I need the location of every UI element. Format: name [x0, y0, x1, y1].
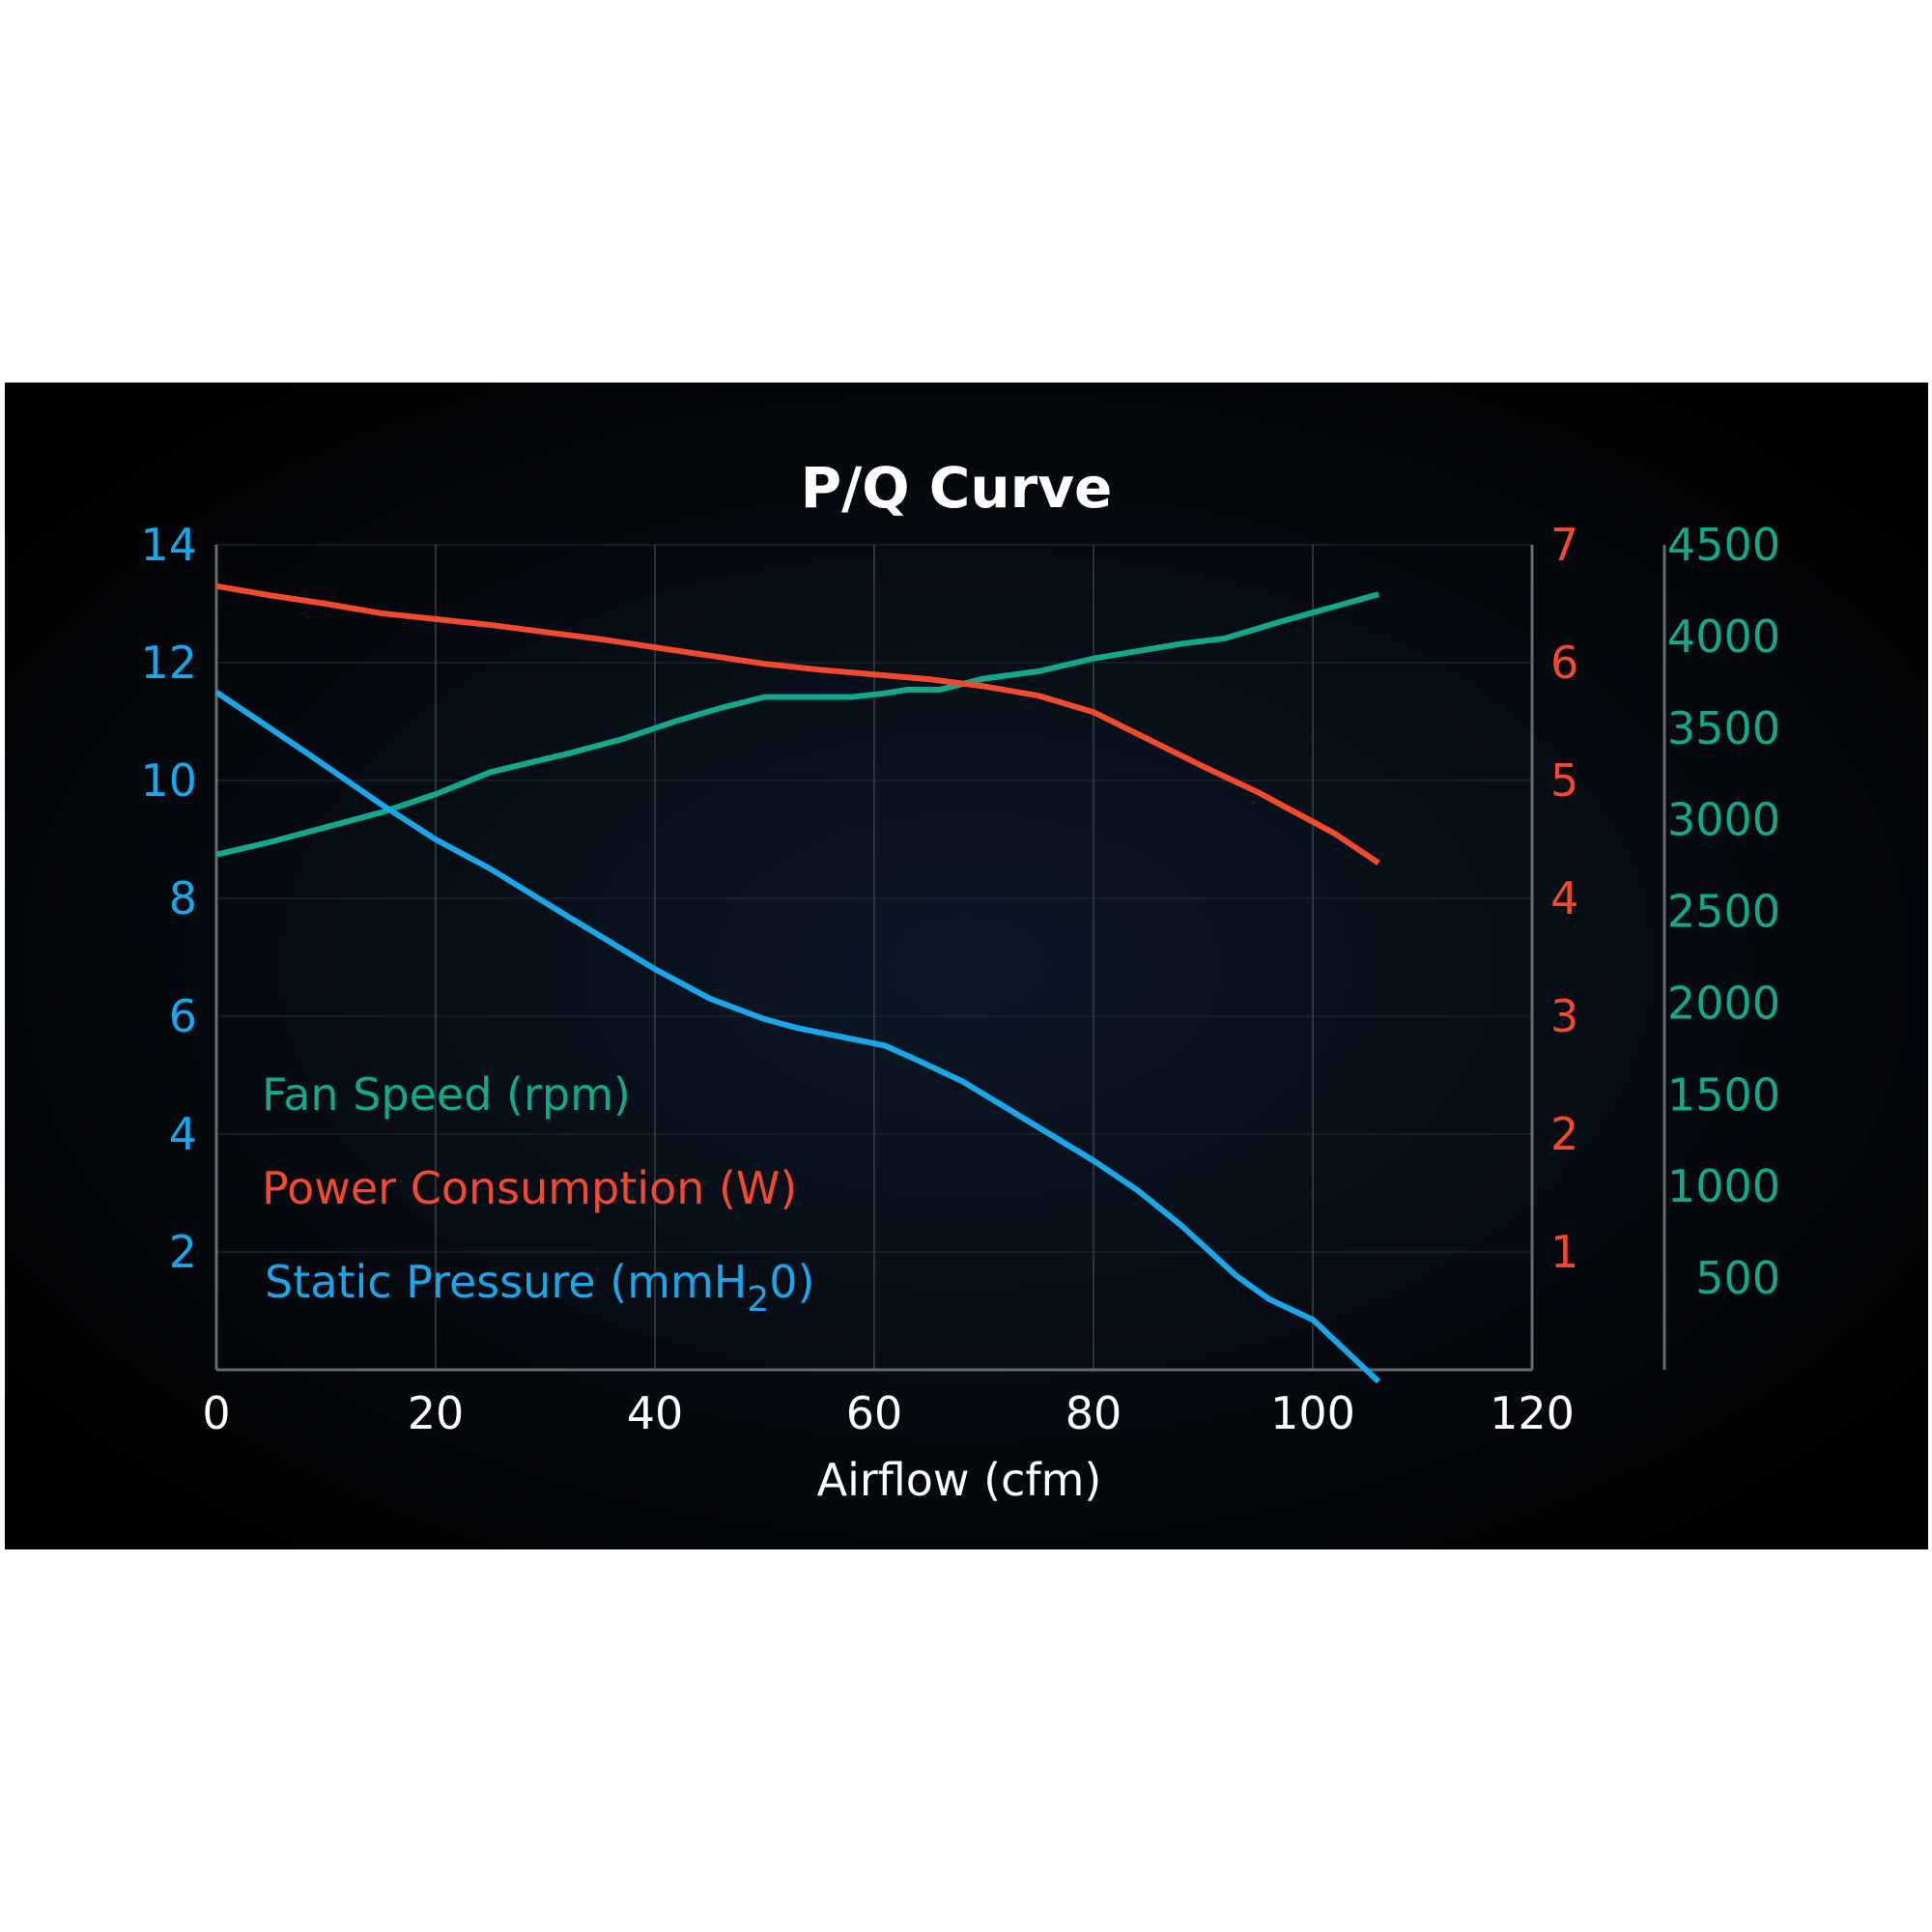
y-tick-label-speed: 4000: [1667, 611, 1780, 663]
y-tick-label-speed: 3000: [1667, 794, 1780, 846]
series-layer: [214, 582, 1381, 1384]
y-tick-label-speed: 4500: [1667, 519, 1780, 571]
chart-panel: 0 20 40 60 80 100 120 2 4 6 8 10 12 14 1 2 3 4 5 6 7 500 1000 1…: [5, 383, 1928, 1549]
series-line-pressure: [214, 690, 1381, 1384]
axes: 0 20 40 60 80 100 1202468101214123456750010001…: [140, 519, 1780, 1439]
chart-title: P/Q Curve: [801, 455, 1113, 521]
y-tick-label-pressure: 12: [140, 637, 197, 689]
y-tick-label-pressure: 6: [169, 990, 197, 1042]
series-line-power: [215, 582, 1380, 866]
y-tick-label-power: 1: [1550, 1226, 1578, 1278]
series-line-speed: [215, 591, 1379, 858]
x-tick-label: 0: [202, 1387, 230, 1439]
x-axis-label: Airflow (cfm): [817, 1454, 1102, 1506]
legend-power-consumption: Power Consumption (W): [262, 1162, 797, 1214]
y-tick-label-pressure: 14: [140, 519, 197, 571]
y-tick-label-power: 3: [1550, 990, 1578, 1042]
grid: [216, 544, 1532, 1370]
x-tick-label: 60: [846, 1387, 903, 1439]
y-tick-label-speed: 2500: [1667, 886, 1780, 938]
x-tick-label: 40: [627, 1387, 684, 1439]
legend-static-pressure-sub: 2: [747, 1280, 769, 1320]
x-tick-label: 20: [408, 1387, 465, 1439]
y-tick-label-power: 2: [1550, 1108, 1578, 1160]
y-tick-label-speed: 500: [1695, 1252, 1780, 1304]
y-tick-label-speed: 1500: [1667, 1068, 1780, 1121]
legend: Fan Speed (rpm) Power Consumption (W) St…: [262, 1068, 814, 1320]
y-tick-label-pressure: 2: [169, 1226, 197, 1278]
y-tick-label-pressure: 10: [140, 754, 197, 807]
x-tick-label: 120: [1490, 1387, 1575, 1439]
legend-static-pressure-tail: 0): [769, 1256, 814, 1308]
x-tick-label: 80: [1065, 1387, 1122, 1439]
y-tick-label-power: 4: [1550, 872, 1578, 924]
y-tick-label-speed: 2000: [1667, 977, 1780, 1029]
y-tick-label-pressure: 8: [169, 872, 197, 924]
y-tick-label-speed: 1000: [1667, 1160, 1780, 1212]
legend-static-pressure: Static Pressure (mmH20): [265, 1256, 814, 1320]
y-tick-label-power: 7: [1550, 519, 1578, 571]
y-tick-label-power: 6: [1550, 637, 1578, 689]
pq-chart: 0 20 40 60 80 100 1202468101214123456750010001…: [140, 455, 1780, 1506]
legend-fan-speed: Fan Speed (rpm): [262, 1068, 631, 1121]
x-tick-label: 100: [1270, 1387, 1355, 1439]
y-tick-label-speed: 3500: [1667, 702, 1780, 754]
y-tick-label-pressure: 4: [169, 1108, 197, 1160]
legend-static-pressure-main: Static Pressure (mmH: [265, 1256, 747, 1308]
y-tick-label-power: 5: [1550, 754, 1578, 807]
